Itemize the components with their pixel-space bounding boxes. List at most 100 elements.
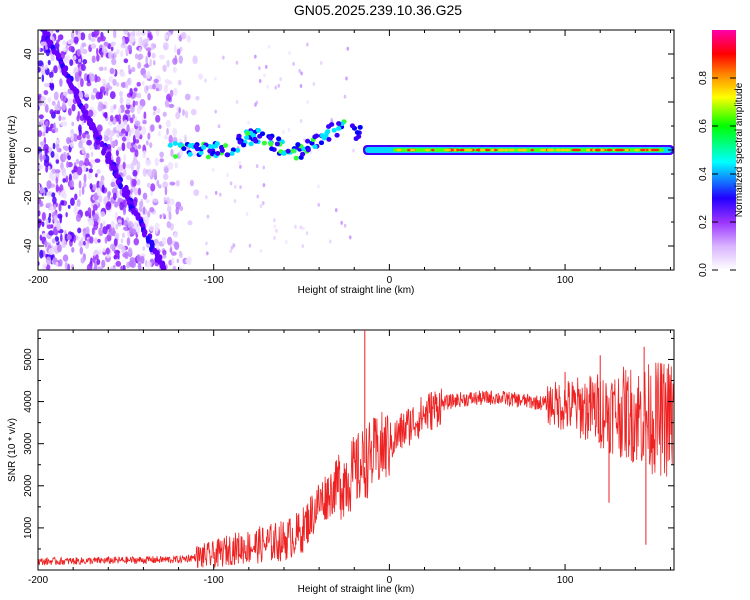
heatmap-cell <box>127 64 131 70</box>
heatmap-cell <box>80 257 85 264</box>
heatmap-cell <box>78 58 82 63</box>
carrier-peak <box>624 148 629 152</box>
heatmap-cell <box>175 111 181 120</box>
heatmap-cell <box>184 93 191 101</box>
heatmap-cell <box>90 94 96 100</box>
heatmap-cell <box>61 239 67 249</box>
heatmap-cell <box>68 45 75 52</box>
heatmap-cell <box>51 168 57 174</box>
heatmap-cell <box>334 208 338 213</box>
heatmap-cell <box>168 134 173 144</box>
carrier-peak <box>508 148 516 152</box>
heatmap-cell <box>149 207 155 213</box>
heatmap-cell <box>174 44 177 53</box>
heatmap-signal-cell <box>318 140 325 146</box>
heatmap-cell <box>137 61 142 69</box>
carrier-peak <box>431 148 435 152</box>
heatmap-cell <box>206 214 210 219</box>
heatmap-cell <box>127 44 132 51</box>
heatmap-signal-cell <box>181 146 187 152</box>
heatmap-cell <box>306 42 309 47</box>
heatmap-cell <box>50 150 55 158</box>
heatmap-signal-cell <box>172 154 179 159</box>
heatmap-cell <box>43 143 49 152</box>
heatmap-cell <box>182 109 185 116</box>
heatmap-cell <box>169 247 173 253</box>
heatmap-cell <box>211 167 215 172</box>
heatmap-cell <box>101 184 105 193</box>
carrier-peak <box>530 148 534 152</box>
heatmap-streak-cell <box>95 138 100 146</box>
heatmap-cell <box>130 259 137 268</box>
carrier-peak <box>555 148 561 152</box>
heatmap-cell <box>123 153 127 162</box>
carrier-peak <box>490 148 495 152</box>
heatmap-cell <box>60 93 64 102</box>
heatmap-cell <box>155 30 160 37</box>
heatmap-cell <box>75 30 79 36</box>
heatmap-cell <box>133 237 140 246</box>
heatmap-cell <box>51 238 56 244</box>
heatmap-cell <box>239 185 242 190</box>
heatmap-cell <box>143 216 149 224</box>
heatmap-cell <box>58 115 62 122</box>
heatmap-cell <box>130 162 135 172</box>
heatmap-signal-cell <box>236 133 242 139</box>
heatmap-cell <box>129 35 136 43</box>
heatmap-cell <box>245 211 249 216</box>
heatmap-cell <box>259 248 263 253</box>
heatmap-cell <box>96 47 99 56</box>
heatmap-cell <box>105 202 112 211</box>
heatmap-cell <box>346 46 350 51</box>
heatmap-cell <box>168 103 175 108</box>
heatmap-cell <box>129 117 134 124</box>
heatmap-cell <box>134 149 139 158</box>
heatmap-cell <box>275 228 278 233</box>
heatmap-cell <box>48 71 54 79</box>
heatmap-cell <box>102 226 108 235</box>
heatmap-cell <box>39 234 43 241</box>
heatmap-cell <box>115 149 119 157</box>
heatmap-signal-cell <box>214 141 220 147</box>
heatmap-cell <box>100 222 103 229</box>
heatmap-cell <box>100 35 106 42</box>
heatmap-cell <box>230 245 234 250</box>
heatmap-cell <box>109 67 115 75</box>
heatmap-cell <box>145 71 151 79</box>
x-tick-label: 0 <box>387 575 393 586</box>
heatmap-cell <box>214 76 217 81</box>
heatmap-cell <box>80 78 84 88</box>
heatmap-cell <box>180 31 187 40</box>
heatmap-cell <box>352 148 355 153</box>
heatmap-cell <box>48 247 55 256</box>
heatmap-cell <box>158 124 162 129</box>
heatmap-cell <box>330 117 333 122</box>
heatmap-cell <box>348 235 352 240</box>
heatmap-cell <box>39 249 44 259</box>
heatmap-cell <box>163 173 169 181</box>
heatmap-cell <box>132 156 138 166</box>
heatmap-cell <box>128 68 132 75</box>
heatmap-signal-cell <box>219 148 225 154</box>
heatmap-cell <box>86 133 90 139</box>
heatmap-cell <box>122 226 128 231</box>
heatmap-cell <box>123 30 129 36</box>
heatmap-cell <box>117 219 122 224</box>
heatmap-cell <box>48 147 53 152</box>
heatmap-signal-cell <box>230 147 236 153</box>
heatmap-cell <box>59 233 63 242</box>
heatmap-cell <box>38 46 41 52</box>
heatmap-cell <box>263 73 266 78</box>
heatmap-signal-cell <box>167 142 173 148</box>
heatmap-cell <box>152 83 156 90</box>
carrier-peak <box>560 148 567 152</box>
heatmap-cell <box>67 263 70 270</box>
heatmap-cell <box>44 104 49 113</box>
heatmap-cell <box>89 236 94 244</box>
heatmap-cell <box>113 104 117 110</box>
heatmap-cell <box>156 107 161 114</box>
heatmap-cell <box>306 100 309 105</box>
colorbar-tick-label: 0.2 <box>698 215 709 229</box>
heatmap-cell <box>227 144 231 149</box>
heatmap-cell <box>164 186 168 196</box>
